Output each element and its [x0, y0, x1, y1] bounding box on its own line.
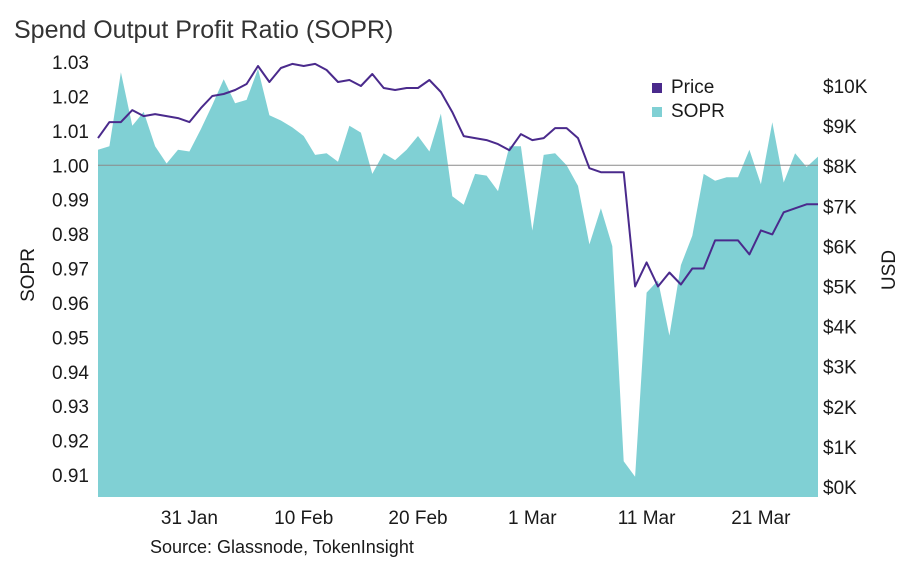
left-tick-label: 0.96: [52, 294, 89, 315]
x-tick-label: 21 Mar: [731, 508, 791, 529]
price-line-group: [97, 62, 818, 288]
left-tick-label: 0.93: [52, 397, 89, 418]
right-tick-label: $9K: [823, 117, 857, 138]
left-tick-label: 0.91: [52, 466, 89, 487]
right-tick-label: $6K: [823, 237, 857, 258]
source-note: Source: Glassnode, TokenInsight: [150, 537, 414, 557]
left-tick-label: 0.94: [52, 363, 89, 384]
x-tick-label: 31 Jan: [161, 508, 218, 529]
x-tick-label: 1 Mar: [508, 508, 557, 529]
legend: Price SOPR: [652, 77, 725, 122]
right-tick-label: $4K: [823, 318, 857, 339]
left-axis-ticks: 1.03 1.02 1.01 1.00 0.99 0.98 0.97 0.96 0.95 0.94…: [52, 53, 89, 487]
left-tick-label: 1.00: [52, 156, 89, 177]
legend-label: SOPR: [671, 101, 725, 122]
left-tick-label: 1.01: [52, 122, 89, 143]
left-tick-label: 0.99: [52, 191, 89, 212]
right-tick-label: $2K: [823, 398, 857, 419]
left-tick-label: 0.92: [52, 432, 89, 453]
right-tick-label: $5K: [823, 278, 857, 299]
x-tick-label: 11 Mar: [618, 508, 676, 529]
left-tick-label: 1.02: [52, 87, 89, 108]
right-axis-ticks: $10K $9K $8K $7K $6K $5K $4K $3K $2K $1K $0K: [823, 77, 868, 499]
right-tick-label: $8K: [823, 157, 857, 178]
right-tick-label: $10K: [823, 77, 868, 98]
sopr-area: [98, 68, 818, 498]
left-tick-label: 0.97: [52, 260, 89, 281]
right-tick-label: $7K: [823, 197, 857, 218]
price-line: [97, 62, 818, 288]
legend-swatch: [652, 83, 662, 93]
right-tick-label: $0K: [823, 478, 857, 499]
x-axis-ticks: 31 Jan 10 Feb 20 Feb 1 Mar 11 Mar 21 Mar: [161, 508, 791, 529]
left-tick-label: 0.95: [52, 328, 89, 349]
x-tick-label: 10 Feb: [274, 508, 333, 529]
left-tick-label: 1.03: [52, 53, 89, 74]
sopr-area-group: [98, 68, 818, 498]
legend-swatch: [652, 107, 662, 117]
right-tick-label: $3K: [823, 358, 857, 379]
left-tick-label: 0.98: [52, 225, 89, 246]
y-right-axis-title: USD: [879, 250, 900, 290]
right-tick-label: $1K: [823, 438, 857, 459]
y-left-axis-title: SOPR: [18, 248, 39, 302]
x-tick-label: 20 Feb: [388, 508, 447, 529]
legend-label: Price: [671, 77, 714, 98]
chart-title: Spend Output Profit Ratio (SOPR): [14, 16, 393, 44]
